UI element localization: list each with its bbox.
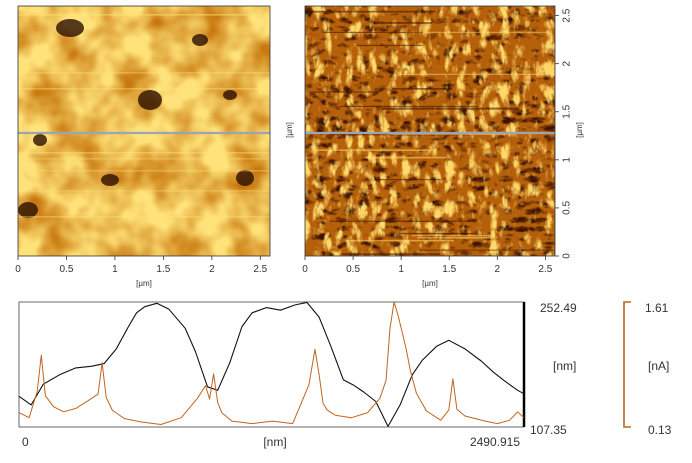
current-streak-8 bbox=[418, 249, 555, 251]
topography-dark-pits bbox=[18, 19, 254, 218]
height-min-label: 107.35 bbox=[530, 423, 567, 437]
current-unit-label: [nA] bbox=[648, 359, 669, 373]
topography-pit-2 bbox=[236, 170, 254, 186]
y-tick-label-1: 0.5 bbox=[562, 201, 573, 215]
topography-x-axis-label: [µm] bbox=[136, 279, 152, 288]
current-max-label: 1.61 bbox=[645, 301, 669, 315]
x-tick-label-0: 0 bbox=[302, 264, 308, 275]
current-profile-line bbox=[18, 301, 525, 425]
x-tick-label-3: 1.5 bbox=[156, 264, 170, 275]
y-tick-label-0: 0 bbox=[562, 253, 573, 259]
topography-streak-1 bbox=[18, 72, 270, 74]
topography-pit-6 bbox=[33, 134, 47, 146]
topography-streak-5 bbox=[18, 170, 270, 172]
topography-frame bbox=[17, 5, 271, 257]
topography-axes: 0 0.5 1 1.5 2 2.5 [µm] bbox=[15, 122, 294, 275]
x-tick-label-1: 0.5 bbox=[346, 264, 360, 275]
y-tick-label-4: 2 bbox=[562, 60, 573, 66]
current-frame bbox=[304, 5, 556, 257]
current-streak-13 bbox=[391, 88, 446, 90]
current-streak-21 bbox=[390, 133, 507, 135]
profile-plot-frame bbox=[18, 301, 525, 428]
topography-pit-5 bbox=[101, 174, 119, 186]
current-streak-3 bbox=[400, 73, 549, 75]
current-streak-6 bbox=[417, 236, 492, 239]
x-tick-label-3: 1.5 bbox=[442, 264, 456, 275]
height-profile-line bbox=[18, 301, 525, 427]
topography-streak-2 bbox=[18, 88, 270, 90]
current-streak-12 bbox=[364, 156, 447, 159]
current-streak-10 bbox=[374, 178, 442, 181]
current-x-axis-label: [µm] bbox=[422, 279, 438, 288]
current-axes: 0 0.5 1 1.5 2 2.5 0 0.5 1 1.5 2 2.5 bbox=[302, 8, 572, 275]
x-tick-label-0: 0 bbox=[15, 264, 21, 275]
current-streak-19 bbox=[339, 105, 478, 108]
current-streak-16 bbox=[322, 31, 423, 33]
current-highlights bbox=[305, 6, 555, 256]
current-streak-0 bbox=[405, 31, 550, 33]
current-image bbox=[305, 6, 555, 256]
x-tick-label-1: 0.5 bbox=[60, 264, 74, 275]
topography-highlights bbox=[18, 6, 270, 256]
current-streak-11 bbox=[341, 253, 441, 256]
current-streak-1 bbox=[311, 10, 436, 13]
current-streak-18 bbox=[314, 149, 435, 152]
topography-streak-7 bbox=[18, 216, 270, 218]
current-streak-9 bbox=[411, 235, 491, 237]
current-y-axis-label: [µm] bbox=[575, 122, 584, 138]
topography-scan-streaks bbox=[18, 14, 270, 218]
height-unit-label: [nm] bbox=[553, 359, 576, 373]
x-tick-label-5: 2.5 bbox=[253, 264, 267, 275]
x-tick-label-2: 1 bbox=[112, 264, 118, 275]
current-scan-streaks bbox=[309, 10, 555, 256]
current-streak-5 bbox=[330, 220, 471, 222]
topography-pit-3 bbox=[18, 202, 38, 218]
profile-x-min-label: 0 bbox=[22, 435, 29, 449]
current-streak-4 bbox=[309, 91, 379, 93]
profile-panel: 252.49 [nm] 107.35 1.61 [nA] 0.13 0 [nm]… bbox=[18, 301, 672, 449]
topography-image bbox=[18, 6, 270, 256]
topography-pit-1 bbox=[138, 90, 162, 110]
current-streak-20 bbox=[381, 107, 519, 110]
height-max-label: 252.49 bbox=[540, 301, 577, 315]
topography-pit-7 bbox=[223, 90, 237, 100]
profile-lines bbox=[18, 301, 525, 427]
topography-streak-4 bbox=[18, 158, 270, 160]
current-min-label: 0.13 bbox=[648, 423, 672, 437]
y-tick-label-3: 1.5 bbox=[562, 104, 573, 118]
topography-pit-0 bbox=[56, 19, 84, 37]
current-axis-bracket bbox=[623, 301, 631, 428]
x-tick-label-5: 2.5 bbox=[538, 264, 552, 275]
current-streak-2 bbox=[399, 232, 476, 235]
profile-x-unit-label: [nm] bbox=[263, 435, 286, 449]
current-streak-15 bbox=[345, 239, 454, 242]
y-tick-label-2: 1 bbox=[562, 157, 573, 163]
topography-pit-4 bbox=[192, 34, 208, 46]
current-streak-14 bbox=[373, 22, 433, 24]
topography-y-axis-label: [µm] bbox=[285, 122, 294, 138]
x-tick-label-4: 2 bbox=[495, 264, 501, 275]
topography-streak-6 bbox=[18, 190, 270, 192]
profile-x-max-label: 2490.915 bbox=[470, 435, 520, 449]
topography-streak-0 bbox=[18, 14, 270, 16]
x-tick-label-4: 2 bbox=[209, 264, 215, 275]
y-tick-label-5: 2.5 bbox=[562, 8, 573, 22]
x-tick-label-2: 1 bbox=[398, 264, 404, 275]
current-streak-17 bbox=[356, 44, 423, 47]
topography-streak-3 bbox=[18, 152, 270, 154]
